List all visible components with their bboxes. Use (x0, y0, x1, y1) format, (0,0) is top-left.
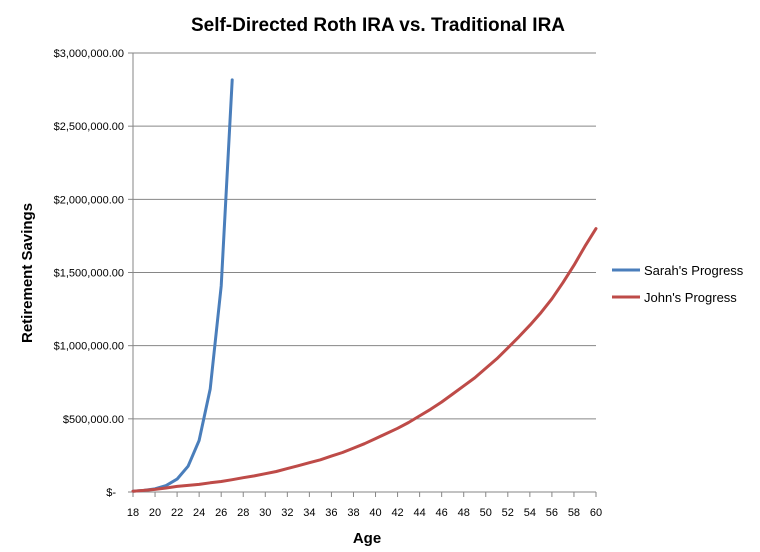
legend-label: John's Progress (644, 290, 737, 305)
x-tick-label: 50 (480, 507, 492, 519)
y-tick-label: $- (106, 487, 116, 499)
x-tick-label: 40 (369, 507, 381, 519)
x-tick-label: 28 (237, 507, 249, 519)
x-tick-label: 44 (413, 507, 425, 519)
x-axis-title: Age (353, 530, 381, 547)
x-tick-label: 22 (171, 507, 183, 519)
x-tick-label: 30 (259, 507, 271, 519)
x-tick-label: 34 (303, 507, 315, 519)
y-tick-label: $1,500,000.00 (54, 268, 124, 280)
x-tick-label: 46 (436, 507, 448, 519)
x-tick-label: 54 (524, 507, 536, 519)
y-axis-title: Retirement Savings (19, 203, 36, 343)
y-tick-label: $500,000.00 (63, 414, 124, 426)
chart-title: Self-Directed Roth IRA vs. Traditional I… (191, 15, 565, 36)
gridlines (133, 52, 596, 420)
x-tick-label: 58 (568, 507, 580, 519)
y-tick-label: $1,000,000.00 (54, 341, 124, 353)
series-line-1 (131, 78, 234, 493)
x-tick-label: 56 (546, 507, 558, 519)
y-tick-label: $2,000,000.00 (54, 194, 124, 206)
x-tick-label: 20 (149, 507, 161, 519)
x-tick-label: 26 (215, 507, 227, 519)
legend-label: Sarah's Progress (644, 263, 744, 278)
y-tick-label: $2,500,000.00 (54, 121, 124, 133)
series-line-2 (131, 227, 598, 493)
y-axis-tick-labels: $- $500,000.00 $1,000,000.00 $1,500,000.00 $… (54, 48, 133, 499)
x-tick-label: 60 (590, 507, 602, 519)
legend: Sarah's Progress John's Progress (612, 263, 744, 305)
x-axis-tick-labels: 18 20 22 24 26 28 30 32 34 36 38 40 42 44 46 48 50 52 54 56… (127, 492, 602, 519)
x-tick-label: 32 (281, 507, 293, 519)
series-lines (131, 78, 598, 493)
x-tick-label: 52 (502, 507, 514, 519)
x-tick-label: 36 (325, 507, 337, 519)
x-tick-label: 48 (458, 507, 470, 519)
x-tick-label: 42 (391, 507, 403, 519)
y-tick-label: $3,000,000.00 (54, 48, 124, 60)
x-tick-label: 18 (127, 507, 139, 519)
x-tick-label: 38 (347, 507, 359, 519)
x-tick-label: 24 (193, 507, 205, 519)
